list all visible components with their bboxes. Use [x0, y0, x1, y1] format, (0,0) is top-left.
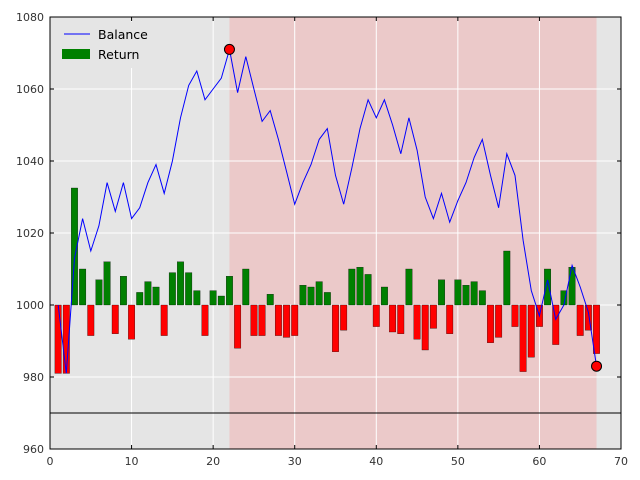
return-bar-negative [128, 304, 135, 340]
return-bar-positive [381, 286, 388, 306]
y-tick-label: 1000 [16, 299, 44, 312]
return-bar-positive [120, 276, 127, 306]
return-bar-negative [283, 304, 290, 338]
return-bar-positive [217, 295, 225, 306]
plot-frame [49, 16, 622, 450]
return-bar-negative [593, 304, 600, 354]
peak-marker [223, 43, 235, 55]
return-bar-positive [136, 292, 144, 306]
return-bar-negative [487, 304, 494, 343]
return-bar-positive [103, 261, 111, 306]
return-bar-negative [201, 304, 209, 336]
return-bar-positive [503, 250, 511, 306]
x-tick-label: 70 [614, 455, 628, 468]
y-tick-label: 1060 [16, 83, 44, 96]
return-bar-negative [111, 304, 119, 334]
return-bar-negative [87, 304, 95, 336]
return-bar-negative [160, 304, 168, 336]
return-bar-positive [299, 285, 307, 306]
return-bar-positive [478, 290, 486, 306]
legend-return-label: Return [98, 47, 139, 62]
return-bar-positive [95, 279, 103, 306]
return-bar-positive [266, 294, 274, 306]
return-bar-positive [71, 187, 78, 306]
return-bar-positive [209, 290, 217, 306]
return-bar-negative [429, 304, 437, 329]
return-bar-negative [372, 304, 380, 327]
return-bar-negative [495, 304, 503, 338]
return-bar-positive [185, 272, 193, 306]
return-bar-negative [576, 304, 584, 336]
x-tick-label: 0 [47, 455, 54, 468]
return-bar-negative [54, 304, 62, 374]
return-bar-positive [79, 268, 87, 306]
return-bar-negative [258, 304, 266, 336]
return-bar-negative [511, 304, 519, 327]
return-bar-negative [584, 304, 592, 331]
return-bar-positive [438, 279, 445, 306]
return-bar-negative [291, 304, 299, 336]
return-bar-negative [519, 304, 527, 372]
return-bar-positive [544, 268, 551, 306]
x-tick-label: 40 [369, 455, 383, 468]
y-tick-label: 980 [23, 371, 44, 384]
y-tick-label: 1080 [16, 11, 44, 24]
return-bar-negative [250, 304, 258, 336]
return-bar-negative [527, 304, 535, 358]
return-bar-positive [405, 268, 413, 306]
return-bar-negative [389, 304, 397, 333]
x-tick-label: 10 [125, 455, 139, 468]
return-bar-positive [454, 279, 462, 306]
return-bar-positive [152, 286, 160, 306]
y-tick-label: 1040 [16, 155, 44, 168]
balance-line [57, 49, 597, 374]
return-bar-negative [397, 304, 405, 334]
return-bar-positive [307, 286, 315, 306]
return-bar-positive [144, 281, 152, 306]
return-bar-negative [340, 304, 348, 331]
return-bar-negative [446, 304, 454, 334]
return-bar-positive [242, 268, 250, 306]
return-bar-negative [552, 304, 560, 345]
x-tick-label: 20 [206, 455, 220, 468]
x-tick-label: 60 [532, 455, 546, 468]
return-bar-negative [274, 304, 282, 336]
end-marker [591, 360, 603, 372]
legend-box [56, 22, 156, 68]
return-bar-positive [568, 267, 576, 306]
return-bar-positive [462, 285, 470, 306]
return-bar-positive [364, 274, 372, 306]
return-bar-positive [193, 290, 201, 306]
x-tick-label: 50 [451, 455, 465, 468]
return-bar-positive [356, 267, 364, 306]
return-bar-negative [332, 304, 339, 352]
return-bar-positive [177, 261, 184, 306]
return-bar-negative [413, 304, 421, 340]
legend-balance-label: Balance [98, 27, 148, 42]
return-bar-positive [315, 281, 323, 306]
return-bar-positive [168, 272, 176, 306]
return-bar-positive [226, 276, 233, 306]
return-bar-negative [234, 304, 242, 349]
legend-return-swatch [62, 49, 90, 59]
return-bar-positive [348, 268, 356, 306]
return-bar-positive [323, 292, 331, 306]
return-bar-negative [421, 304, 429, 351]
return-bar-positive [470, 281, 478, 306]
y-tick-label: 960 [23, 443, 44, 456]
x-tick-label: 30 [288, 455, 302, 468]
y-tick-label: 1020 [16, 227, 44, 240]
